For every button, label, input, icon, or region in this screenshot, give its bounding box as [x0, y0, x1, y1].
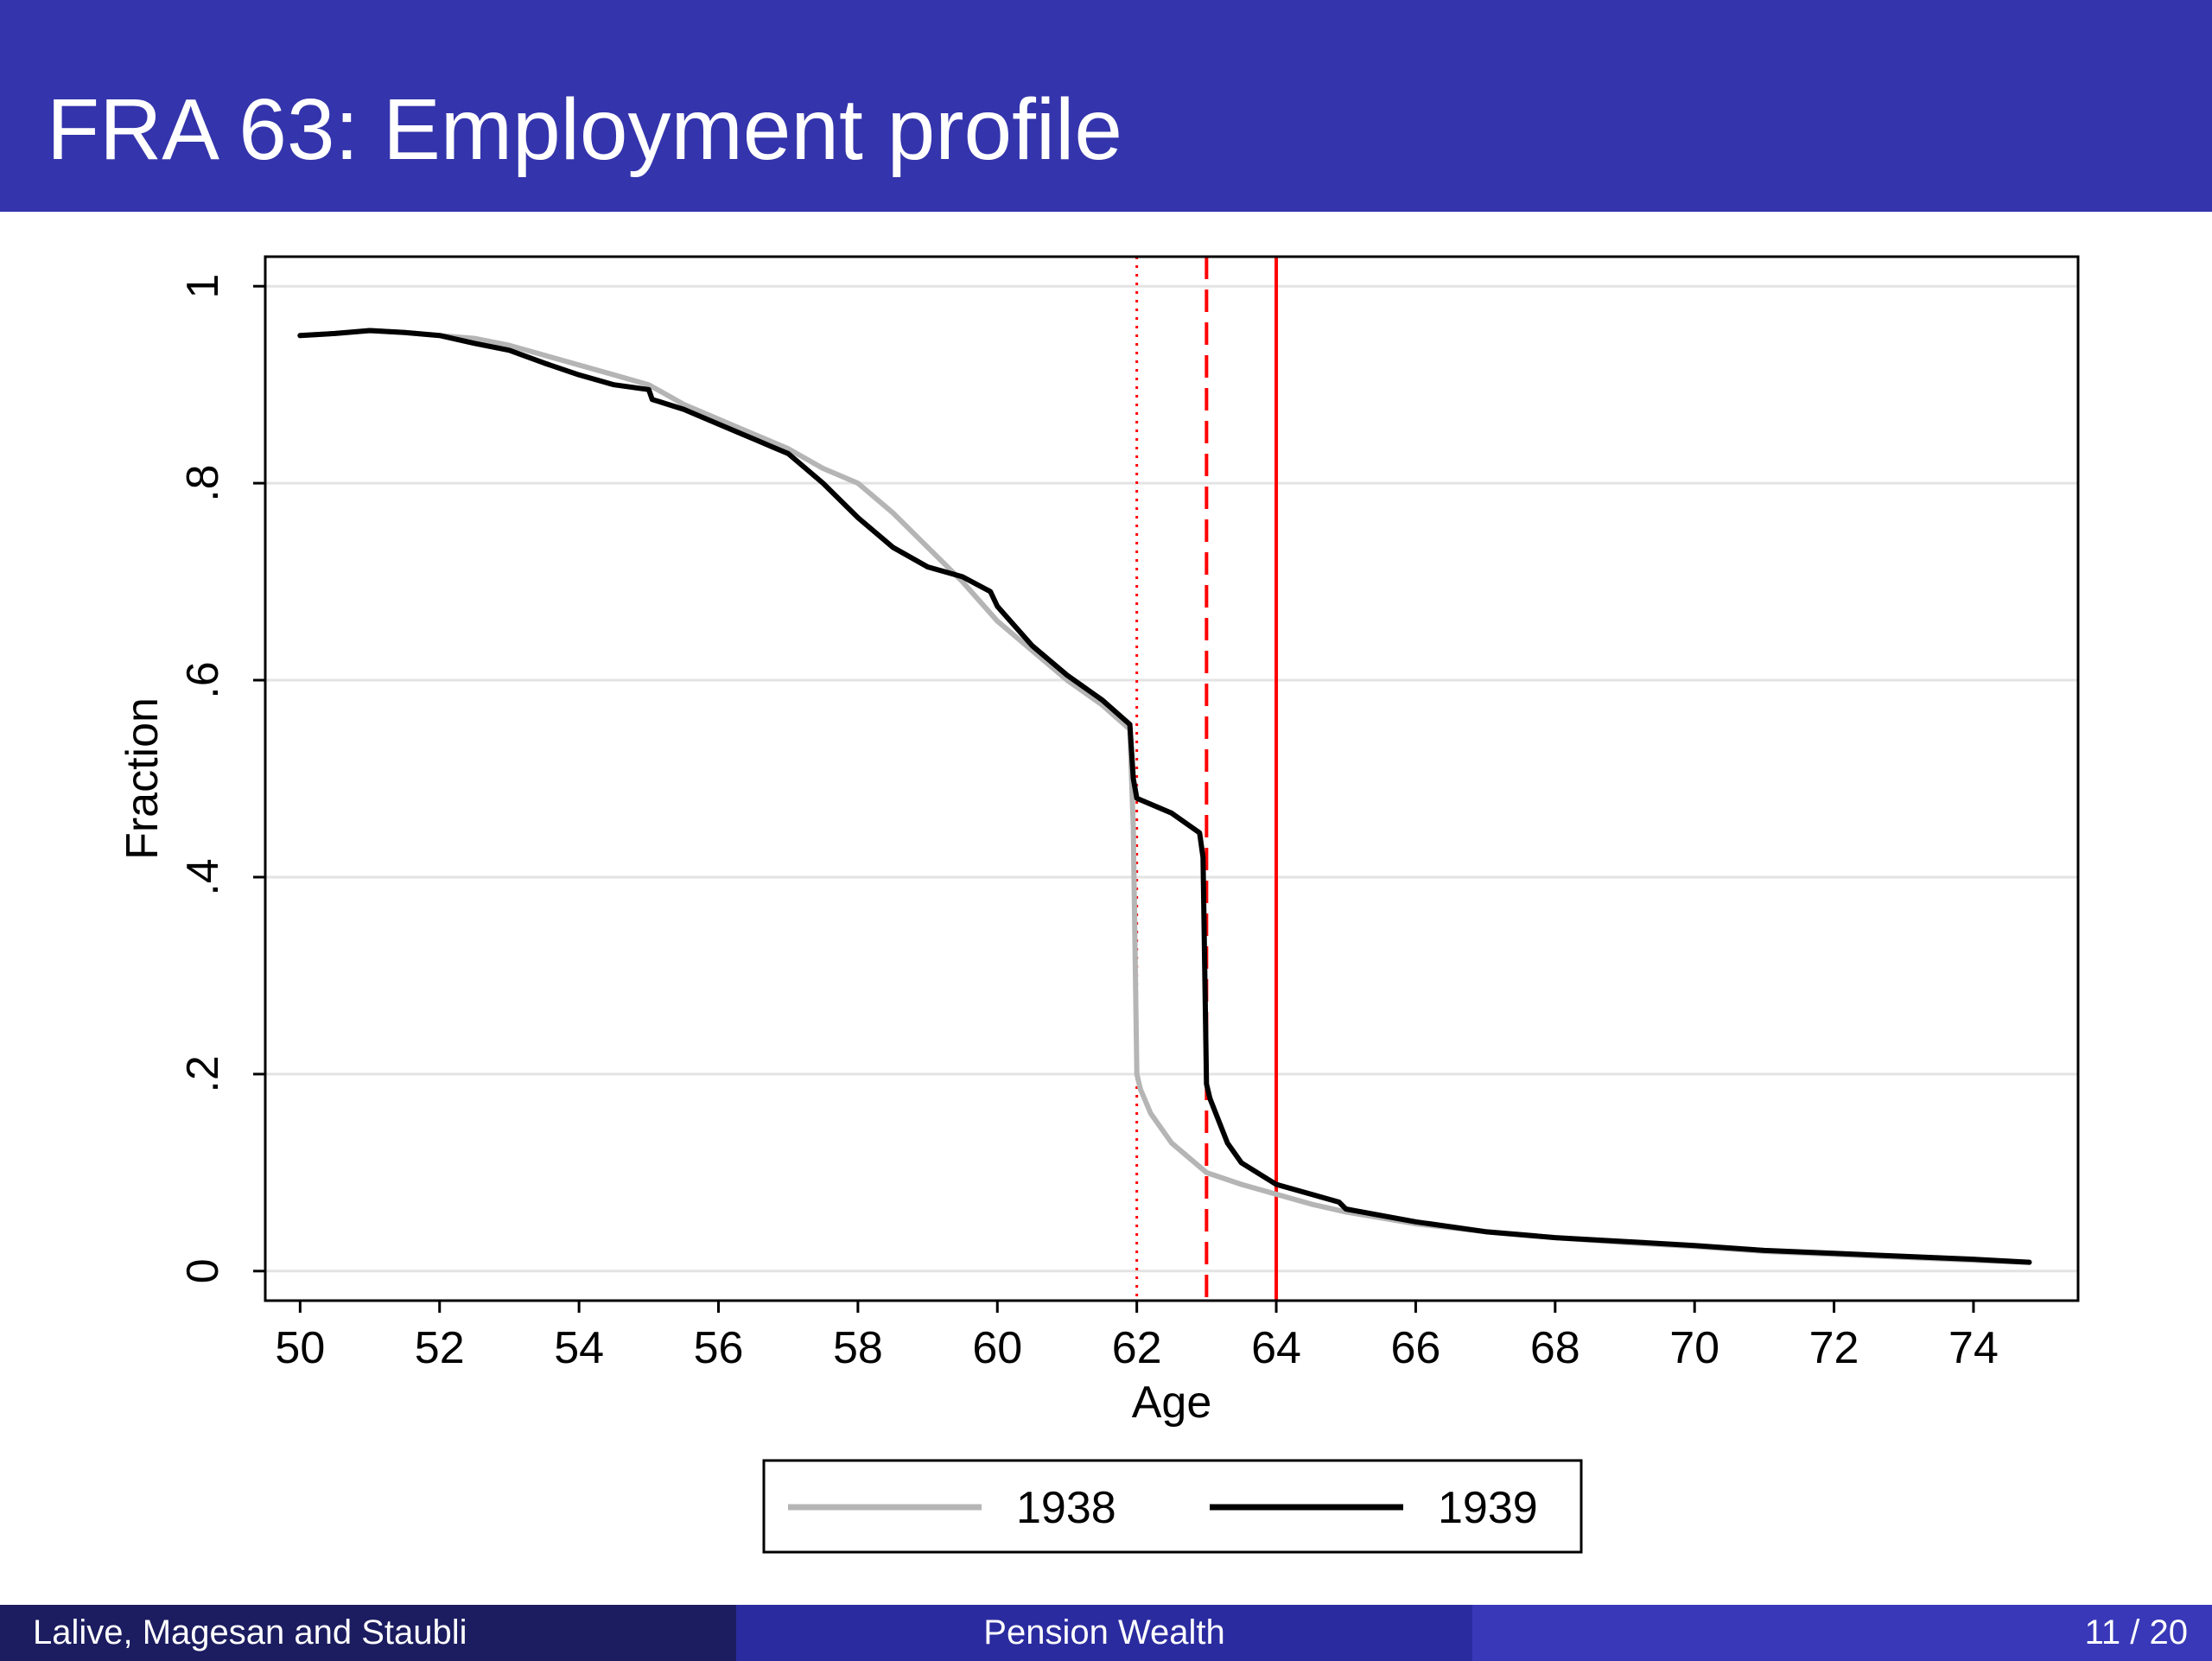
legend: 1938 1939: [762, 1459, 1583, 1554]
reference-lines: [1135, 257, 1279, 1301]
x-tick-label: 70: [1669, 1323, 1719, 1373]
x-axis-ticks: 50 52 54 56 58 60 62 64 66 68 70 72 74: [275, 1301, 1999, 1373]
footer-topic: Pension Wealth: [736, 1605, 1472, 1661]
footer-page-number: 11 / 20: [1472, 1605, 2212, 1661]
x-tick-label: 50: [275, 1323, 325, 1373]
x-tick-label: 54: [554, 1323, 604, 1373]
footer-authors: Lalive, Magesan and Staubli: [0, 1605, 736, 1661]
y-tick-label: 0: [178, 1258, 228, 1283]
footer: Lalive, Magesan and Staubli Pension Weal…: [0, 1605, 2212, 1661]
grid-lines: [265, 284, 2078, 1273]
x-tick-label: 52: [415, 1323, 465, 1373]
x-tick-label: 58: [833, 1323, 883, 1373]
slide-title: FRA 63: Employment profile: [47, 81, 1122, 178]
x-tick-label: 74: [1948, 1323, 1999, 1373]
x-tick-label: 66: [1391, 1323, 1441, 1373]
y-axis-ticks: 0 .2 .4 .6 .8 1: [178, 274, 265, 1283]
y-tick-label: .2: [178, 1055, 228, 1092]
plot-frame: [264, 255, 2080, 1302]
plot-background: [265, 257, 2078, 1301]
series-line-1939: [297, 328, 2032, 1265]
y-tick-label: .8: [178, 464, 228, 501]
title-bar: FRA 63: Employment profile: [0, 0, 2212, 212]
x-tick-label: 62: [1112, 1323, 1162, 1373]
x-tick-label: 64: [1251, 1323, 1301, 1373]
x-tick-label: 68: [1530, 1323, 1580, 1373]
y-tick-label: .6: [178, 661, 228, 698]
legend-label-1938: 1938: [1016, 1483, 1116, 1533]
x-tick-label: 56: [694, 1323, 744, 1373]
y-tick-label: .4: [178, 858, 228, 895]
x-tick-label: 72: [1809, 1323, 1859, 1373]
series-lines: [297, 328, 2032, 1265]
y-tick-label: 1: [178, 274, 228, 299]
x-tick-label: 60: [972, 1323, 1022, 1373]
legend-label-1939: 1939: [1438, 1483, 1538, 1533]
employment-profile-chart: 50 52 54 56 58 60 62 64 66 68 70 72 74 0 .2 .4 .6 .8 1 Ag…: [118, 255, 2080, 1554]
x-axis-label: Age: [1132, 1378, 1212, 1428]
y-axis-label: Fraction: [118, 697, 168, 860]
